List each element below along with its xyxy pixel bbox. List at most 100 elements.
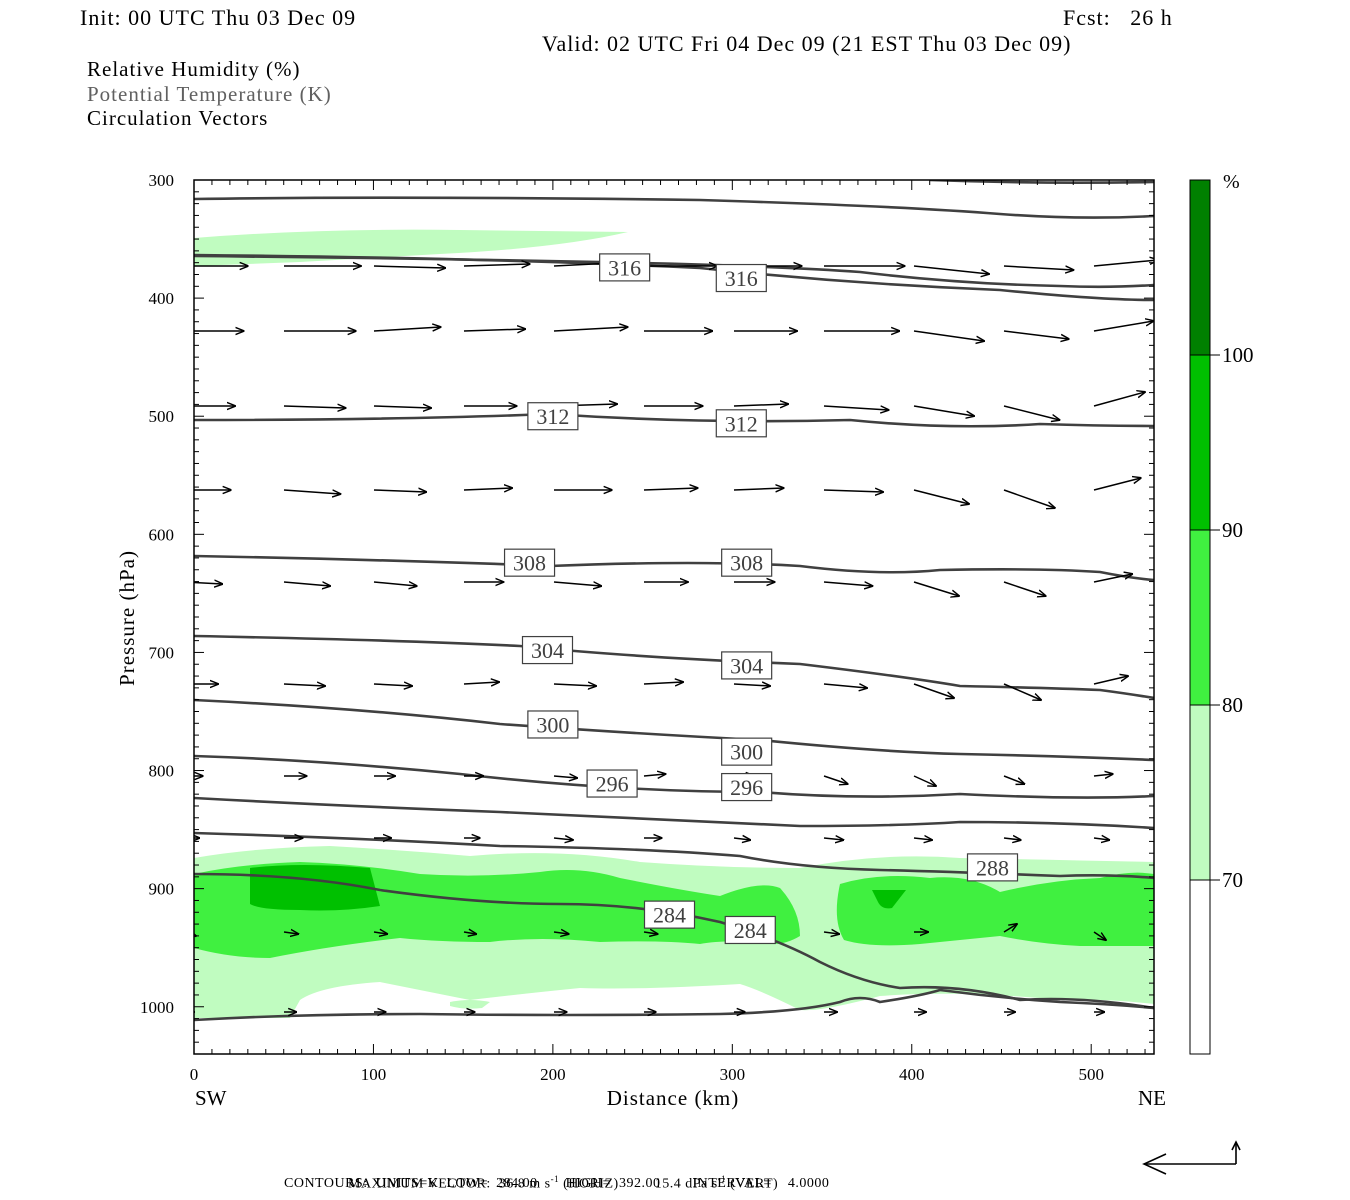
theta-contour-label: 312 bbox=[527, 402, 579, 431]
circulation-vector bbox=[283, 684, 325, 686]
colorbar-level: 80 bbox=[1222, 693, 1243, 717]
theta-contour-label: 284 bbox=[643, 900, 696, 929]
circulation-vector bbox=[913, 838, 932, 840]
circulation-vector bbox=[733, 404, 788, 406]
circulation-vector bbox=[1003, 683, 1041, 700]
colorbar-above-100 bbox=[1190, 180, 1210, 355]
circulation-vector bbox=[823, 838, 843, 840]
circulation-vector bbox=[373, 406, 431, 408]
circulation-vector bbox=[373, 266, 445, 268]
y-tick-label: 700 bbox=[149, 643, 175, 662]
svg-text:308: 308 bbox=[513, 551, 546, 576]
circulation-vector bbox=[1093, 321, 1154, 332]
theta-contour-label: 296 bbox=[721, 772, 773, 802]
rh-fill-layer bbox=[194, 229, 1154, 1018]
y-tick-label: 600 bbox=[149, 525, 175, 544]
circulation-vector bbox=[194, 582, 222, 584]
svg-text:300: 300 bbox=[730, 740, 763, 765]
theta-contour bbox=[194, 988, 1154, 1022]
svg-text:304: 304 bbox=[730, 653, 763, 678]
init-time: Init: 00 UTC Thu 03 Dec 09 bbox=[80, 5, 357, 30]
circulation-vector bbox=[1093, 392, 1145, 407]
axis-tick-labels-layer: 300 400 500 600 700 800 900 1000 0 100 200 300 400 50… bbox=[140, 171, 1104, 1084]
theta-contour bbox=[194, 196, 1154, 219]
svg-text:296: 296 bbox=[596, 772, 629, 797]
circulation-vector bbox=[1093, 478, 1141, 491]
legend-rh: Relative Humidity (%) bbox=[87, 57, 301, 81]
theta-contour-label: 308 bbox=[503, 548, 556, 577]
circulation-vectors-layer bbox=[194, 260, 1154, 1012]
colorbar-90-100 bbox=[1190, 355, 1210, 530]
colorbar-below-70 bbox=[1190, 880, 1210, 1054]
footer-max-vector: MAXIMUM VECTOR: 36.8 m s-1 (HORIZ) 15.4 … bbox=[340, 1158, 778, 1193]
circulation-vector bbox=[823, 932, 839, 934]
circulation-vector bbox=[1003, 924, 1017, 933]
circulation-vector bbox=[913, 405, 974, 416]
theta-contour-labels-layer: 316 316 312 312 308 308 304 304 300 300 296 296 288 2… bbox=[503, 253, 1019, 945]
circulation-vector bbox=[1003, 581, 1046, 596]
theta-contour bbox=[194, 796, 1154, 830]
circulation-vector bbox=[643, 488, 698, 490]
legend-theta: Potential Temperature (K) bbox=[87, 82, 332, 106]
circulation-vector bbox=[913, 265, 989, 274]
max-vert-exponent: -1 bbox=[717, 1174, 727, 1184]
circulation-vector bbox=[913, 683, 954, 698]
colorbar-80-90 bbox=[1190, 530, 1210, 705]
circulation-vector bbox=[733, 488, 784, 490]
rh-80-region-east bbox=[836, 872, 1154, 946]
max-horiz-unit: (HORIZ) bbox=[563, 1176, 619, 1192]
circulation-vector bbox=[283, 582, 330, 586]
theta-contour bbox=[194, 254, 1154, 289]
circulation-vector bbox=[1003, 405, 1060, 420]
max-vert-unit: (VERT) bbox=[730, 1176, 779, 1192]
y-tick-label: 900 bbox=[149, 880, 175, 899]
theta-contour-label: 288 bbox=[966, 853, 1019, 882]
circulation-vector bbox=[913, 489, 969, 504]
circulation-vector bbox=[823, 775, 848, 784]
x-tick-label: 300 bbox=[720, 1065, 746, 1084]
theta-contour-label: 308 bbox=[721, 548, 773, 577]
circulation-vector bbox=[643, 774, 665, 776]
circulation-vector bbox=[463, 682, 499, 684]
svg-text:284: 284 bbox=[734, 918, 767, 943]
max-vert-value: 15.4 dPa s bbox=[654, 1176, 718, 1192]
circulation-vector bbox=[643, 932, 658, 934]
circulation-vector bbox=[1093, 574, 1132, 583]
y-tick-label: 300 bbox=[149, 171, 175, 190]
circulation-vector bbox=[1093, 774, 1113, 776]
svg-text:312: 312 bbox=[725, 411, 758, 436]
svg-text:284: 284 bbox=[653, 903, 686, 928]
theta-contour bbox=[929, 180, 1154, 184]
circulation-vector bbox=[1003, 489, 1055, 508]
circulation-vector bbox=[823, 405, 889, 410]
circulation-vector bbox=[283, 406, 346, 408]
theta-contour bbox=[194, 754, 1154, 799]
circulation-vector bbox=[913, 775, 936, 786]
circulation-vector bbox=[1093, 260, 1154, 267]
theta-contour-label: 284 bbox=[724, 915, 776, 945]
theta-contour bbox=[194, 698, 1154, 762]
rh-90-region bbox=[250, 865, 380, 911]
theta-contour-label: 304 bbox=[521, 635, 574, 665]
circulation-vector bbox=[553, 327, 628, 332]
colorbar: % 100 90 80 70 bbox=[1189, 171, 1254, 1055]
circulation-vector bbox=[553, 582, 601, 586]
circulation-vector bbox=[913, 581, 959, 596]
theta-contour-label: 316 bbox=[715, 263, 767, 293]
circulation-vector bbox=[283, 490, 340, 494]
circulation-vector bbox=[643, 682, 683, 684]
circulation-vector bbox=[823, 684, 867, 688]
svg-text:296: 296 bbox=[730, 775, 763, 800]
circulation-vector bbox=[553, 684, 596, 686]
legend-vectors: Circulation Vectors bbox=[87, 106, 269, 130]
circulation-vector bbox=[1003, 775, 1024, 784]
circulation-vector bbox=[463, 932, 476, 934]
circulation-vector bbox=[373, 684, 412, 686]
svg-text:312: 312 bbox=[536, 404, 569, 429]
y-tick-label: 400 bbox=[149, 289, 175, 308]
x-tick-label: 500 bbox=[1078, 1065, 1104, 1084]
theta-contour-label: 300 bbox=[721, 737, 773, 766]
colorbar-level: 100 bbox=[1222, 343, 1254, 367]
rh-90-region-east bbox=[872, 890, 906, 909]
max-horiz-value: 36.8 m s bbox=[498, 1176, 551, 1192]
